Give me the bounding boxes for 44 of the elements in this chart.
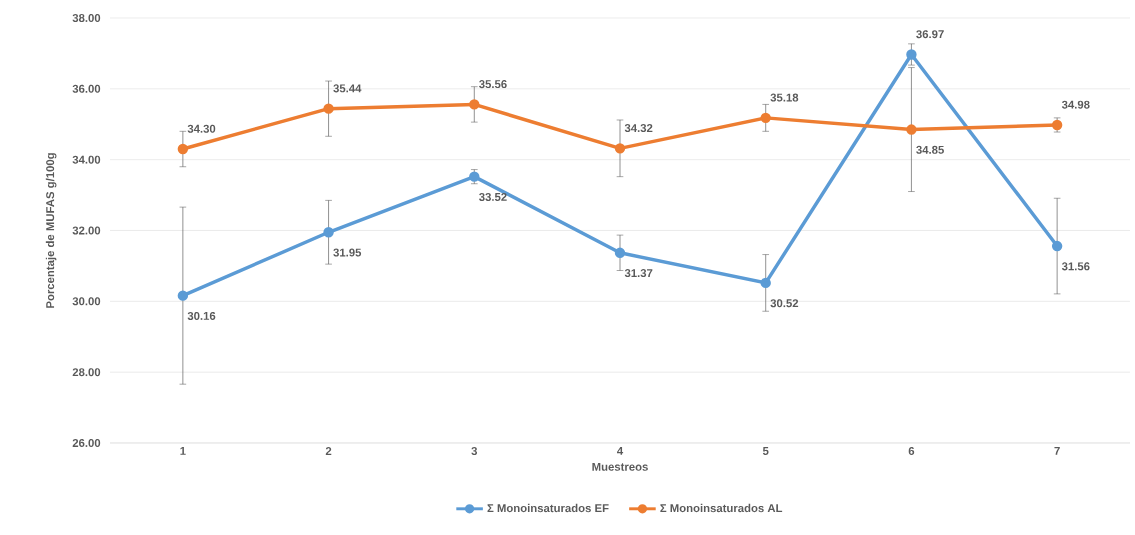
data-label: 34.32 xyxy=(624,124,653,133)
y-tick-label: 28.00 xyxy=(72,368,101,377)
point xyxy=(614,143,626,154)
y-tick-label: 34.00 xyxy=(72,155,101,164)
point xyxy=(760,277,771,289)
x-tick-label: 6 xyxy=(908,447,915,456)
point xyxy=(906,49,917,60)
x-tick-label: 2 xyxy=(325,447,332,455)
data-label: 31.37 xyxy=(624,269,653,278)
data-label: 30.52 xyxy=(770,299,799,308)
point xyxy=(177,143,189,155)
x-tick-label: 7 xyxy=(1054,447,1060,455)
data-label: 31.56 xyxy=(1061,262,1090,271)
point xyxy=(323,103,334,114)
y-tick-label: 32.00 xyxy=(72,226,101,235)
data-label: 31.95 xyxy=(333,248,362,257)
y-tick-label: 30.00 xyxy=(72,297,101,306)
data-label: 33.52 xyxy=(479,192,507,201)
data-label: 35.56 xyxy=(479,80,507,89)
y-tick-label: 38.00 xyxy=(72,13,101,23)
point xyxy=(1051,240,1063,252)
legend-label: Σ Monoinsaturados EF xyxy=(487,503,609,513)
point xyxy=(469,99,480,110)
data-label: 35.44 xyxy=(333,84,362,93)
data-label: 36.97 xyxy=(916,30,944,39)
data-label: 34.98 xyxy=(1061,100,1090,109)
point xyxy=(614,247,626,259)
y-axis-title: Porcentaje de MUFAS g/100g xyxy=(45,153,57,308)
data-label: 30.16 xyxy=(187,311,216,320)
legend-label: Σ Monoinsaturados AL xyxy=(660,503,783,513)
data-label: 34.85 xyxy=(916,145,944,154)
point xyxy=(323,227,334,238)
data-label: 34.30 xyxy=(187,124,216,133)
x-tick-label: 1 xyxy=(180,447,186,455)
x-tick-label: 5 xyxy=(762,447,769,455)
data-label: 35.18 xyxy=(770,93,799,102)
point xyxy=(760,112,771,124)
x-axis-title: Muestreos xyxy=(592,462,648,471)
point xyxy=(906,124,917,135)
point xyxy=(177,290,189,301)
x-tick-label: 4 xyxy=(617,447,624,455)
y-tick-label: 36.00 xyxy=(72,84,101,93)
y-tick-label: 26.00 xyxy=(72,438,101,447)
x-tick-label: 3 xyxy=(471,447,478,456)
